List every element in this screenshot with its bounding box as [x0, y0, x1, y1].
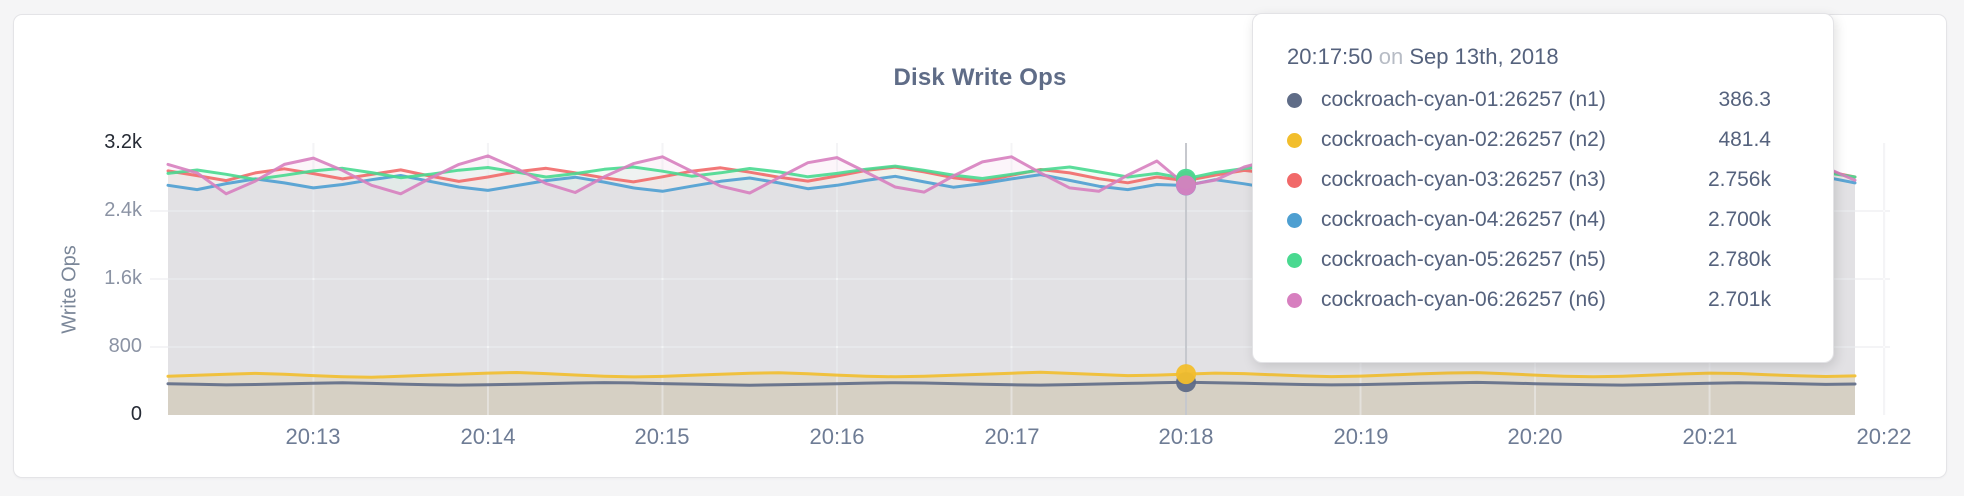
x-tick-label: 20:19 — [1333, 424, 1389, 449]
tooltip-row: cockroach-cyan-06:26257 (n6) 2.701k — [1287, 280, 1771, 320]
hover-point — [1176, 175, 1197, 196]
tooltip-row: cockroach-cyan-03:26257 (n3) 2.756k — [1287, 160, 1771, 200]
series-value: 2.780k — [1707, 248, 1771, 271]
series-color-dot — [1287, 132, 1302, 148]
x-tick-label: 20:21 — [1682, 424, 1738, 449]
y-tick-label: 0 — [130, 403, 142, 425]
series-label: cockroach-cyan-04:26257 (n4) — [1321, 208, 1606, 231]
tooltip-conjunction: on — [1378, 44, 1404, 69]
tooltip-header: 20:17:50 on Sep 13th, 2018 — [1287, 44, 1771, 70]
series-line — [166, 370, 1857, 379]
x-tick-label: 20:22 — [1856, 424, 1912, 449]
tooltip-row: cockroach-cyan-04:26257 (n4) 2.700k — [1287, 200, 1771, 240]
series-label: cockroach-cyan-03:26257 (n3) — [1321, 168, 1606, 191]
series-label: cockroach-cyan-05:26257 (n5) — [1321, 248, 1606, 271]
tooltip-date: Sep 13th, 2018 — [1409, 44, 1559, 69]
series-color-dot — [1287, 252, 1302, 268]
series-color-dot — [1287, 92, 1302, 108]
x-tick-label: 20:17 — [984, 424, 1040, 449]
chart-tooltip: 20:17:50 on Sep 13th, 2018 cockroach-cya… — [1252, 13, 1834, 363]
tooltip-row: cockroach-cyan-05:26257 (n5) 2.780k — [1287, 240, 1771, 280]
series-value: 2.701k — [1707, 288, 1771, 311]
series-label: cockroach-cyan-06:26257 (n6) — [1321, 288, 1606, 311]
y-tick-label: 1.6k — [104, 267, 142, 289]
series-value: 481.4 — [1718, 128, 1771, 151]
y-tick-label: 800 — [108, 335, 142, 357]
series-line — [166, 380, 1857, 387]
series-value: 2.700k — [1707, 208, 1771, 231]
tooltip-row: cockroach-cyan-01:26257 (n1) 386.3 — [1287, 80, 1771, 120]
series-color-dot — [1287, 292, 1302, 308]
y-tick-label: 3.2k — [104, 131, 142, 153]
series-value: 2.756k — [1707, 168, 1771, 191]
hover-point — [1176, 364, 1197, 385]
y-tick-label: 2.4k — [104, 199, 142, 221]
series-color-dot — [1287, 172, 1302, 188]
chart-title: Disk Write Ops — [893, 64, 1067, 91]
series-color-dot — [1287, 212, 1302, 228]
x-tick-label: 20:18 — [1158, 424, 1214, 449]
x-tick-label: 20:13 — [285, 424, 341, 449]
x-tick-label: 20:15 — [634, 424, 690, 449]
tooltip-row: cockroach-cyan-02:26257 (n2) 481.4 — [1287, 120, 1771, 160]
x-tick-label: 20:14 — [460, 424, 516, 449]
x-tick-label: 20:20 — [1507, 424, 1563, 449]
tooltip-series-list: cockroach-cyan-01:26257 (n1) 386.3 cockroa… — [1287, 80, 1771, 320]
series-label: cockroach-cyan-01:26257 (n1) — [1321, 88, 1606, 111]
series-value: 386.3 — [1718, 88, 1771, 111]
series-label: cockroach-cyan-02:26257 (n2) — [1321, 128, 1606, 151]
x-tick-label: 20:16 — [809, 424, 865, 449]
tooltip-time: 20:17:50 — [1287, 44, 1373, 69]
